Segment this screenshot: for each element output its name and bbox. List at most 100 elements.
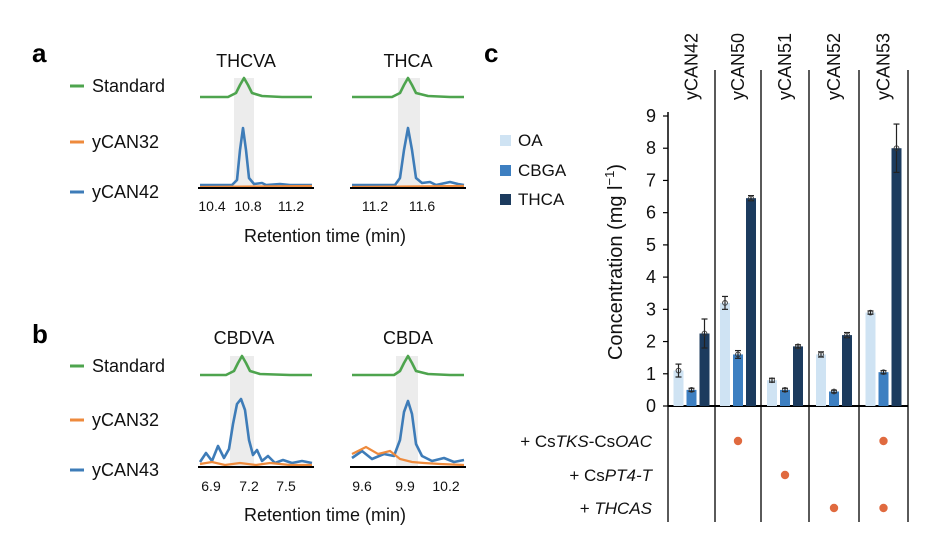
bar-thca <box>746 198 756 406</box>
bar-legend: OA CBGA THCA <box>500 131 567 209</box>
y-tick-label: 8 <box>646 138 656 158</box>
legend-thca-label: THCA <box>518 190 565 209</box>
y-tick-label: 2 <box>646 332 656 352</box>
bar-thca <box>891 148 902 406</box>
trace-standard <box>352 76 464 99</box>
presence-dot <box>780 470 790 480</box>
y-tick-label: 6 <box>646 203 656 223</box>
category-label: yCAN52 <box>824 33 844 100</box>
bar-oa <box>816 354 826 406</box>
bar-cbga <box>733 354 743 406</box>
trace-ycan43 <box>351 399 465 464</box>
data-point <box>769 377 775 384</box>
plot-title: THCVA <box>216 51 276 71</box>
data-point <box>795 343 801 350</box>
x-tick-label: 11.2 <box>278 198 304 214</box>
bar-cbga <box>686 389 697 406</box>
chromatogram-thca: THCA 11.2 11.6 <box>350 51 466 214</box>
legend-oa-swatch <box>500 135 511 146</box>
bar-chart: 0 1 2 3 4 5 6 7 8 9 yCAN42 yCAN50 yCAN51 yCAN52 yCAN53… <box>520 33 909 522</box>
y-tick-label: 1 <box>646 364 656 384</box>
x-axis-title: Retention time (min) <box>244 226 406 246</box>
condition-label: + THCAS <box>580 499 653 518</box>
data-point <box>675 367 682 374</box>
x-tick-label: 7.2 <box>239 478 259 494</box>
bar-oa <box>865 312 876 406</box>
x-tick-label: 11.2 <box>362 198 388 214</box>
plot-title: THCA <box>384 51 433 71</box>
x-tick-label: 6.9 <box>201 478 221 494</box>
trace-ycan32 <box>351 445 465 467</box>
legend-standard-label: Standard <box>92 76 165 96</box>
trace-ycan42 <box>200 126 312 187</box>
y-tick-label: 4 <box>646 267 656 287</box>
trace-ycan43 <box>198 397 313 465</box>
chromatogram-thcva: THCVA 10.4 10.8 11.2 <box>198 51 314 214</box>
data-point <box>893 145 900 152</box>
x-tick-label: 9.6 <box>352 478 372 494</box>
chromatogram-cbda: CBDA 9.6 9.9 10.2 <box>350 328 466 494</box>
x-tick-label: 11.6 <box>409 198 435 214</box>
panel-label-a: a <box>32 38 47 68</box>
panel-label-b: b <box>32 319 48 349</box>
data-point <box>880 369 887 376</box>
legend-ycan42-label: yCAN42 <box>92 182 159 202</box>
data-point <box>782 387 788 393</box>
trace-ycan32 <box>351 184 465 189</box>
bar-thca <box>793 346 803 406</box>
trace-ycan32 <box>199 460 312 467</box>
legend-ycan32-label: yCAN32 <box>92 132 159 152</box>
x-tick-label: 10.2 <box>432 478 459 494</box>
y-tick-label: 7 <box>646 170 656 190</box>
x-tick-label: 9.9 <box>395 478 415 494</box>
data-point <box>748 195 754 202</box>
trace-standard <box>200 354 312 377</box>
panel-a-legend: Standard yCAN32 yCAN42 <box>70 76 165 202</box>
chromatogram-cbdva: CBDVA 6.9 7.2 7.5 <box>198 328 314 494</box>
data-point <box>831 388 837 395</box>
bar-cbga <box>829 391 839 406</box>
legend-cbga-swatch <box>500 165 511 176</box>
bar-thca <box>699 333 710 406</box>
condition-label: + CsTKS-CsOAC <box>520 432 653 451</box>
y-tick-label: 5 <box>646 235 656 255</box>
bar-thca <box>842 335 852 406</box>
data-point <box>701 330 708 337</box>
y-axis-title: Concentration (mg l−1) <box>602 164 627 360</box>
bar-oa <box>673 370 684 406</box>
legend-oa-label: OA <box>518 131 543 150</box>
data-point <box>688 387 695 393</box>
legend-thca-swatch <box>500 194 511 205</box>
legend-ycan32-label: yCAN32 <box>92 410 159 430</box>
data-point <box>867 309 874 316</box>
data-point <box>735 351 741 358</box>
presence-dot <box>879 436 888 446</box>
x-axis-title: Retention time (min) <box>244 505 406 525</box>
legend-ycan43-label: yCAN43 <box>92 460 159 480</box>
trace-standard <box>200 76 312 99</box>
category-label: yCAN42 <box>682 33 702 100</box>
legend-cbga-label: CBGA <box>518 161 567 180</box>
plot-title: CBDA <box>383 328 433 348</box>
panel-b-legend: Standard yCAN32 yCAN43 <box>70 356 165 480</box>
condition-label: + CsPT4-T <box>569 466 653 485</box>
bar-oa <box>720 302 730 406</box>
trace-standard <box>352 354 464 377</box>
y-tick-label: 3 <box>646 299 656 319</box>
bar-oa <box>767 380 777 406</box>
presence-dot <box>733 436 743 446</box>
bar-cbga <box>780 389 790 406</box>
trace-ycan42 <box>352 126 465 187</box>
x-tick-label: 10.4 <box>198 198 225 214</box>
category-label: yCAN51 <box>775 33 795 100</box>
trace-ycan32 <box>199 184 313 189</box>
data-point <box>818 351 824 358</box>
legend-standard-label: Standard <box>92 356 165 376</box>
y-tick-label: 9 <box>646 106 656 126</box>
panel-label-c: c <box>484 38 498 68</box>
data-point <box>844 332 850 338</box>
presence-dot <box>829 503 839 513</box>
presence-dot <box>879 503 888 513</box>
plot-title: CBDVA <box>214 328 275 348</box>
